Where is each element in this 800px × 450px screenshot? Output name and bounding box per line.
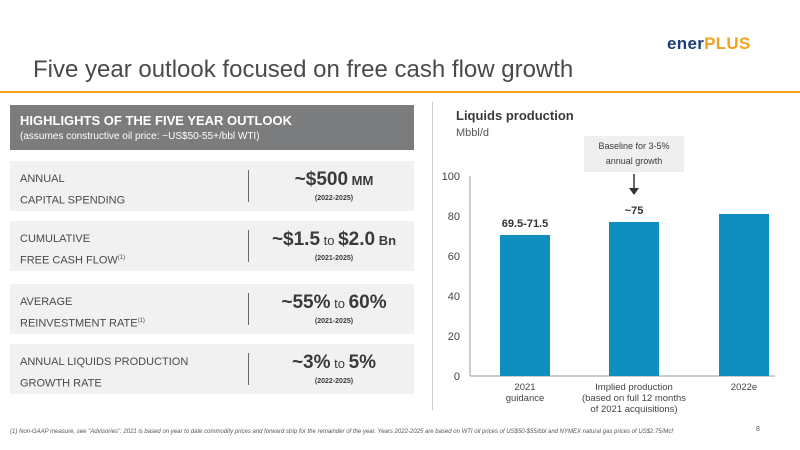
x-category-label: 2021 — [514, 382, 535, 393]
y-tick-label: 40 — [448, 291, 460, 303]
y-tick-label: 100 — [442, 171, 460, 183]
x-category-label: guidance — [506, 393, 545, 404]
bar — [719, 214, 769, 376]
metric-row-liquids-growth: ANNUAL LIQUIDS PRODUCTION GROWTH RATE ~3%… — [10, 344, 414, 394]
metric-separator — [248, 170, 249, 202]
baseline-callout: Baseline for 3-5% annual growth — [584, 136, 684, 172]
metric-value: ~$500 MM — [294, 169, 374, 190]
bar — [500, 235, 550, 376]
metric-separator — [248, 353, 249, 385]
metric-value: ~55% to 60% — [281, 292, 387, 313]
x-category-label: of 2021 acquisitions) — [590, 404, 677, 415]
metric-value: ~$1.5 to $2.0 Bn — [271, 229, 397, 250]
panel-divider — [432, 102, 433, 410]
metric-row-reinvestment-rate: AVERAGE REINVESTMENT RATE(1) ~55% to 60% … — [10, 284, 414, 334]
metric-label: ANNUAL LIQUIDS PRODUCTION GROWTH RATE — [20, 356, 189, 390]
highlights-subtitle: (assumes constructive oil price: ~US$50-… — [20, 131, 260, 142]
highlights-title: HIGHLIGHTS OF THE FIVE YEAR OUTLOOK — [20, 113, 293, 128]
highlights-header: HIGHLIGHTS OF THE FIVE YEAR OUTLOOK (ass… — [10, 105, 414, 150]
metric-separator — [248, 293, 249, 325]
x-category-label: Implied production — [595, 382, 673, 393]
metric-period: (2022-2025) — [314, 195, 354, 202]
x-category-label: 2022e — [731, 382, 757, 393]
y-tick-label: 0 — [454, 371, 460, 383]
page-number: 8 — [756, 426, 760, 433]
metric-label: AVERAGE REINVESTMENT RATE(1) — [20, 296, 145, 330]
metric-period: (2021-2025) — [314, 255, 354, 262]
title-divider — [0, 91, 800, 93]
metric-separator — [248, 230, 249, 262]
slide-title: Five year outlook focused on free cash f… — [33, 56, 574, 83]
y-tick-label: 60 — [448, 251, 460, 263]
x-category-label: (based on full 12 months — [582, 393, 686, 404]
metric-period: (2021-2025) — [314, 318, 354, 325]
metric-value: ~3% to 5% — [291, 352, 377, 373]
metric-row-free-cash-flow: CUMULATIVE FREE CASH FLOW(1) ~$1.5 to $2.… — [10, 221, 414, 271]
metric-label: ANNUAL CAPITAL SPENDING — [20, 173, 126, 207]
y-tick-label: 80 — [448, 211, 460, 223]
chart-y-unit: Mbbl/d — [456, 127, 490, 139]
bar — [609, 222, 659, 376]
enerplus-logo: enerPLUS — [667, 34, 751, 53]
bar-data-label: ~75 — [625, 205, 644, 217]
metric-label: CUMULATIVE FREE CASH FLOW(1) — [20, 233, 126, 267]
metric-row-capital-spending: ANNUAL CAPITAL SPENDING ~$500 MM (2022-20… — [10, 161, 414, 211]
metric-period: (2022-2025) — [314, 378, 354, 385]
y-tick-label: 20 — [448, 331, 460, 343]
bar-data-label: 69.5-71.5 — [502, 218, 548, 230]
footnote: (1) Non-GAAP measure, see "Advisories". … — [10, 429, 674, 435]
chart-title: Liquids production — [456, 108, 574, 123]
callout-arrow-head — [629, 188, 639, 195]
